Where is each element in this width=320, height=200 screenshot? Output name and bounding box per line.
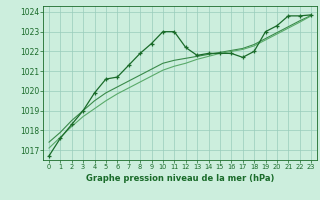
X-axis label: Graphe pression niveau de la mer (hPa): Graphe pression niveau de la mer (hPa) <box>86 174 274 183</box>
